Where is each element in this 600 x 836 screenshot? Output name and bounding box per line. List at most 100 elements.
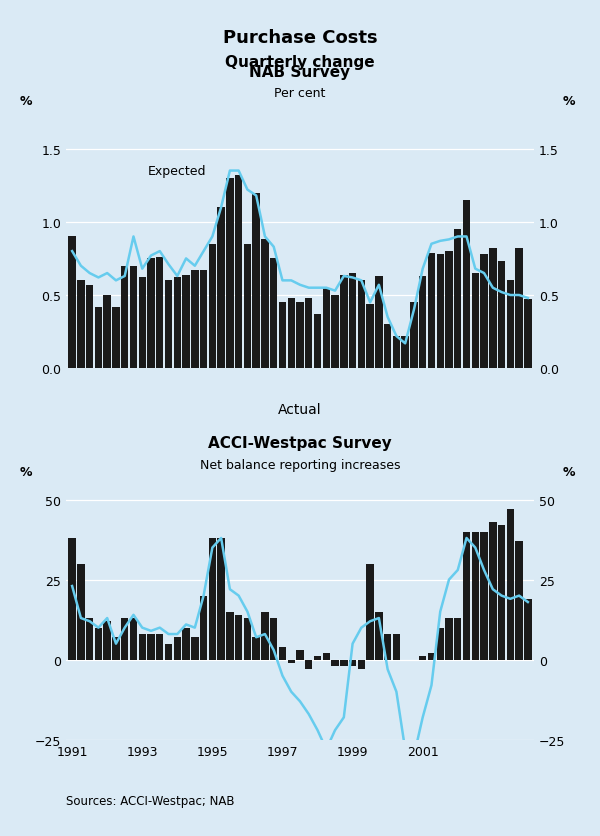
Bar <box>244 244 251 369</box>
Bar <box>367 564 374 660</box>
Bar <box>287 298 295 369</box>
Bar <box>419 657 427 660</box>
Bar <box>77 564 85 660</box>
Bar <box>209 538 216 660</box>
Bar <box>139 278 146 369</box>
Bar <box>182 275 190 369</box>
Bar <box>445 252 453 369</box>
Bar <box>454 230 461 369</box>
Bar <box>340 275 347 369</box>
Bar <box>314 657 321 660</box>
Bar <box>392 337 400 369</box>
Bar <box>506 281 514 369</box>
Bar <box>191 271 199 369</box>
Bar <box>112 638 119 660</box>
Bar <box>358 660 365 670</box>
Bar <box>437 255 444 369</box>
Bar <box>331 296 339 369</box>
Bar <box>524 300 532 369</box>
Text: Net balance reporting increases: Net balance reporting increases <box>200 458 400 472</box>
Bar <box>489 522 497 660</box>
Text: %: % <box>20 466 32 479</box>
Bar <box>95 628 102 660</box>
Bar <box>428 654 435 660</box>
Bar <box>506 509 514 660</box>
Bar <box>217 538 225 660</box>
Bar <box>147 635 155 660</box>
Bar <box>296 303 304 369</box>
Bar <box>86 285 94 369</box>
Bar <box>481 532 488 660</box>
Bar <box>419 277 427 369</box>
Bar <box>235 176 242 369</box>
Text: %: % <box>563 94 575 108</box>
Bar <box>384 635 391 660</box>
Bar <box>410 303 418 369</box>
Bar <box>375 277 383 369</box>
Bar <box>253 193 260 369</box>
Bar <box>253 638 260 660</box>
Text: %: % <box>563 466 575 479</box>
Text: ACCI-Westpac Survey: ACCI-Westpac Survey <box>208 436 392 451</box>
Bar <box>121 267 128 369</box>
Bar <box>244 619 251 660</box>
Text: %: % <box>20 94 32 108</box>
Bar <box>515 542 523 660</box>
Text: Purchase Costs: Purchase Costs <box>223 28 377 47</box>
Text: Expected: Expected <box>148 166 206 178</box>
Bar <box>515 249 523 369</box>
Bar <box>77 281 85 369</box>
Text: Quarterly change: Quarterly change <box>225 55 375 70</box>
Bar <box>489 249 497 369</box>
Bar <box>182 628 190 660</box>
Text: Sources: ACCI-Westpac; NAB: Sources: ACCI-Westpac; NAB <box>66 794 235 808</box>
Bar <box>340 660 347 666</box>
Bar <box>173 278 181 369</box>
Bar <box>463 201 470 369</box>
Bar <box>209 244 216 369</box>
Bar <box>305 660 313 670</box>
Bar <box>200 596 208 660</box>
Bar <box>428 253 435 369</box>
Bar <box>68 237 76 369</box>
Bar <box>384 325 391 369</box>
Bar <box>156 635 163 660</box>
Bar <box>270 619 277 660</box>
Bar <box>401 337 409 369</box>
Bar <box>367 304 374 369</box>
Bar <box>103 296 111 369</box>
Bar <box>235 615 242 660</box>
Bar <box>261 612 269 660</box>
Bar <box>279 647 286 660</box>
Bar <box>130 619 137 660</box>
Bar <box>95 308 102 369</box>
Text: Per cent: Per cent <box>274 87 326 100</box>
Bar <box>498 526 505 660</box>
Text: Actual: Actual <box>278 402 322 416</box>
Bar <box>472 532 479 660</box>
Bar <box>524 599 532 660</box>
Bar <box>358 281 365 369</box>
Bar <box>349 660 356 666</box>
Bar <box>173 638 181 660</box>
Bar <box>121 619 128 660</box>
Bar <box>323 288 330 369</box>
Bar <box>130 267 137 369</box>
Bar <box>314 314 321 369</box>
Bar <box>103 621 111 660</box>
Bar <box>498 262 505 369</box>
Bar <box>454 619 461 660</box>
Bar <box>392 635 400 660</box>
Bar <box>112 308 119 369</box>
Bar <box>165 644 172 660</box>
Bar <box>165 281 172 369</box>
Bar <box>279 303 286 369</box>
Bar <box>331 660 339 666</box>
Bar <box>463 532 470 660</box>
Bar <box>217 208 225 369</box>
Bar <box>226 179 233 369</box>
Bar <box>472 273 479 369</box>
Bar <box>191 638 199 660</box>
Bar <box>86 619 94 660</box>
Bar <box>445 619 453 660</box>
